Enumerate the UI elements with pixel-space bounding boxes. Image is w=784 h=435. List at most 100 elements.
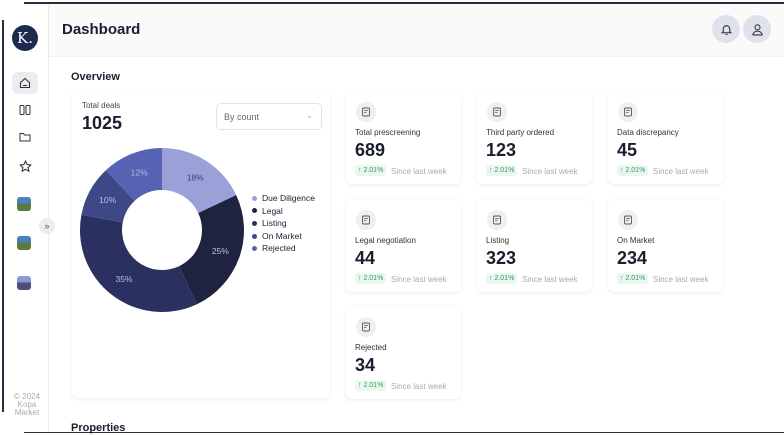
stat-label: On Market <box>617 236 655 245</box>
properties-heading: Properties <box>71 422 126 434</box>
legend-dot <box>252 246 257 252</box>
logo[interactable]: K. <box>12 25 38 51</box>
stat-value: 234 <box>617 248 648 268</box>
document-check-icon <box>356 210 376 230</box>
change-badge: ↑ 2.01% <box>486 273 518 284</box>
notifications-button[interactable] <box>712 15 740 43</box>
legend-dot <box>252 195 257 201</box>
legend-dot <box>252 208 257 214</box>
slice-label: 35% <box>115 274 132 284</box>
since-label: Since last week <box>391 382 447 391</box>
nav-favorites[interactable] <box>12 155 38 177</box>
expand-sidebar-button[interactable]: » <box>39 218 55 234</box>
user-icon <box>751 23 763 35</box>
legend-item: Due Diligence <box>252 192 315 205</box>
sidebar: K. © 2024 Kopa Market <box>4 4 49 432</box>
document-check-icon <box>356 102 376 122</box>
donut-chart: 18% 25% 35% 10% 12% <box>79 148 244 312</box>
header: Dashboard <box>49 4 784 57</box>
stat-value: 123 <box>486 140 517 160</box>
stat-value: 44 <box>355 248 376 268</box>
property-thumbnail[interactable] <box>17 236 31 250</box>
legend-label: Rejected <box>262 243 296 254</box>
change-badge: ↑ 2.01% <box>617 273 649 284</box>
property-thumbnail[interactable] <box>17 276 31 290</box>
property-thumbnail[interactable] <box>17 197 31 211</box>
legend-label: Listing <box>262 218 287 229</box>
since-label: Since last week <box>653 275 709 284</box>
stat-label: Total prescreening <box>355 128 421 137</box>
stat-label: Data discrepancy <box>617 128 679 137</box>
folder-icon <box>19 133 31 142</box>
nav-home[interactable] <box>12 72 38 94</box>
total-deals-label: Total deals <box>82 101 121 110</box>
slice-label: 25% <box>212 246 229 256</box>
change-badge: ↑ 2.01% <box>355 380 387 391</box>
stat-label: Rejected <box>355 343 387 352</box>
legend-label: Legal <box>262 205 283 216</box>
overview-heading: Overview <box>71 71 120 83</box>
change-badge: ↑ 2.01% <box>355 273 387 284</box>
stat-label: Third party ordered <box>486 128 555 137</box>
home-icon <box>19 77 31 89</box>
document-check-icon <box>356 317 376 337</box>
document-check-icon <box>487 102 507 122</box>
stat-value: 34 <box>355 355 376 375</box>
legend-item: Legal <box>252 205 315 218</box>
since-label: Since last week <box>391 167 447 176</box>
legend-item: Rejected <box>252 242 315 255</box>
legend-item: Listing <box>252 217 315 230</box>
copyright: © 2024 Kopa Market <box>14 392 40 417</box>
legend-label: On Market <box>262 230 302 241</box>
stat-card[interactable]: Rejected 34 ↑ 2.01% Since last week <box>346 307 461 399</box>
slice-label: 10% <box>99 195 116 205</box>
slice-label: 18% <box>187 173 204 183</box>
document-check-icon <box>487 210 507 230</box>
stat-label: Listing <box>486 236 510 245</box>
total-deals-card: Total deals 1025 By count ⌄ 18% 25% 35% 10% 1… <box>72 92 330 398</box>
stat-card[interactable]: On Market 234 ↑ 2.01% Since last week <box>608 200 723 292</box>
stat-card[interactable]: Third party ordered 123 ↑ 2.01% Since la… <box>477 92 592 184</box>
star-icon <box>18 159 32 172</box>
columns-icon <box>19 105 31 115</box>
frame-border <box>2 20 4 412</box>
stat-card[interactable]: Data discrepancy 45 ↑ 2.01% Since last w… <box>608 92 723 184</box>
change-badge: ↑ 2.01% <box>486 165 518 176</box>
stat-card[interactable]: Legal negotiation 44 ↑ 2.01% Since last … <box>346 200 461 292</box>
stat-card[interactable]: Listing 323 ↑ 2.01% Since last week <box>477 200 592 292</box>
total-deals-value: 1025 <box>82 113 123 133</box>
page-title: Dashboard <box>62 21 141 38</box>
since-label: Since last week <box>522 275 578 284</box>
chart-mode-select[interactable]: By count ⌄ <box>216 103 322 130</box>
stat-value: 689 <box>355 140 386 160</box>
since-label: Since last week <box>391 275 447 284</box>
nav-folder[interactable] <box>12 126 38 148</box>
nav-board[interactable] <box>12 99 38 121</box>
donut-slice[interactable] <box>81 170 135 223</box>
donut-slice[interactable] <box>179 195 244 305</box>
donut-slice[interactable] <box>79 214 197 312</box>
donut-slice[interactable] <box>162 148 237 213</box>
frame-border <box>24 432 784 433</box>
change-badge: ↑ 2.01% <box>355 165 387 176</box>
legend-label: Due Diligence <box>262 193 315 203</box>
frame-border <box>24 2 784 4</box>
chevron-down-icon: ⌄ <box>306 111 313 120</box>
document-check-icon <box>618 102 638 122</box>
donut-slice[interactable] <box>105 148 162 201</box>
since-label: Since last week <box>653 167 709 176</box>
since-label: Since last week <box>522 167 578 176</box>
user-profile-button[interactable] <box>743 15 771 43</box>
stat-card[interactable]: Total prescreening 689 ↑ 2.01% Since las… <box>346 92 461 184</box>
document-check-icon <box>618 210 638 230</box>
stat-label: Legal negotiation <box>355 236 416 245</box>
bell-icon <box>720 24 732 35</box>
chart-legend: Due Diligence Legal Listing On Market Reject… <box>252 192 315 255</box>
legend-item: On Market <box>252 230 315 243</box>
legend-dot <box>252 220 257 226</box>
stat-value: 323 <box>486 248 517 268</box>
select-value: By count <box>224 112 260 122</box>
slice-label: 12% <box>131 167 148 177</box>
change-badge: ↑ 2.01% <box>617 165 649 176</box>
stat-value: 45 <box>617 140 638 160</box>
